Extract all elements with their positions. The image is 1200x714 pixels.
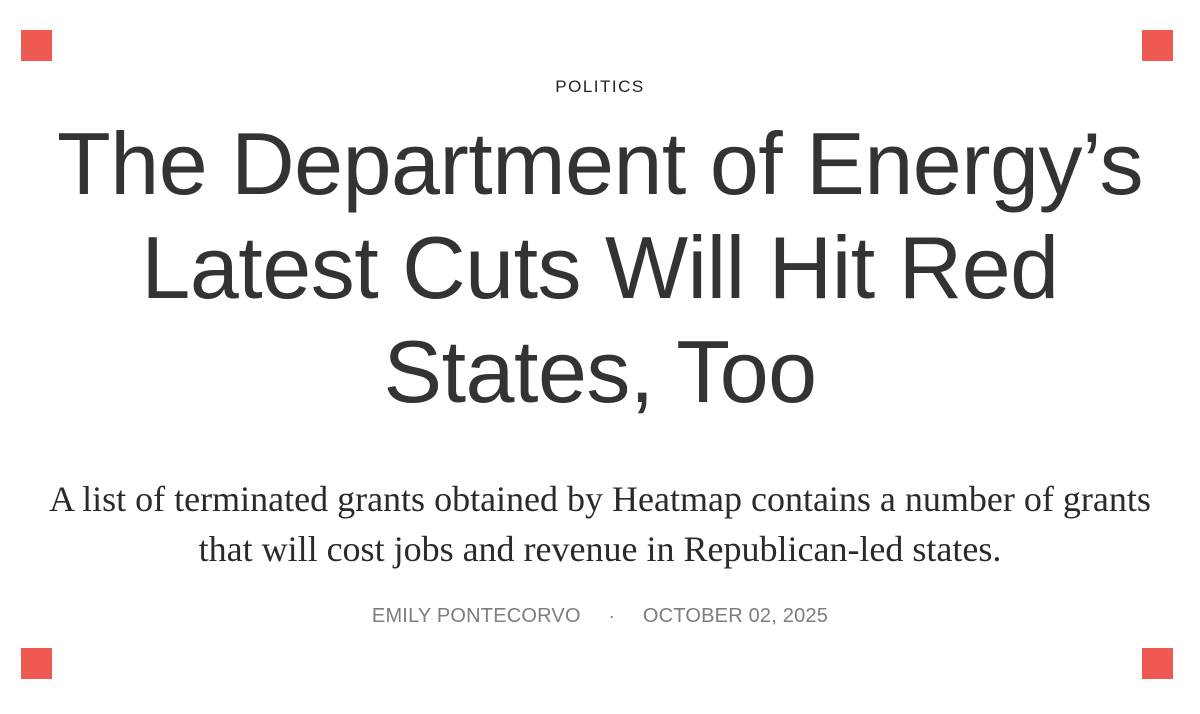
author-link[interactable]: EMILY PONTECORVO <box>371 605 581 627</box>
article-headline: The Department of Energy’s Latest Cuts W… <box>57 114 1143 421</box>
publish-date: OCTOBER 02, 2025 <box>642 605 829 627</box>
category-link[interactable]: POLITICS <box>555 77 645 96</box>
corner-accent-bottom-right <box>1142 648 1173 679</box>
byline-separator: · <box>608 606 615 626</box>
article-dek: A list of terminated grants obtained by … <box>49 479 1151 569</box>
corner-accent-bottom-left <box>21 648 52 679</box>
corner-accent-top-left <box>21 30 52 61</box>
byline: EMILY PONTECORVO · OCTOBER 02, 2025 <box>0 603 1200 629</box>
corner-accent-top-right <box>1142 30 1173 61</box>
